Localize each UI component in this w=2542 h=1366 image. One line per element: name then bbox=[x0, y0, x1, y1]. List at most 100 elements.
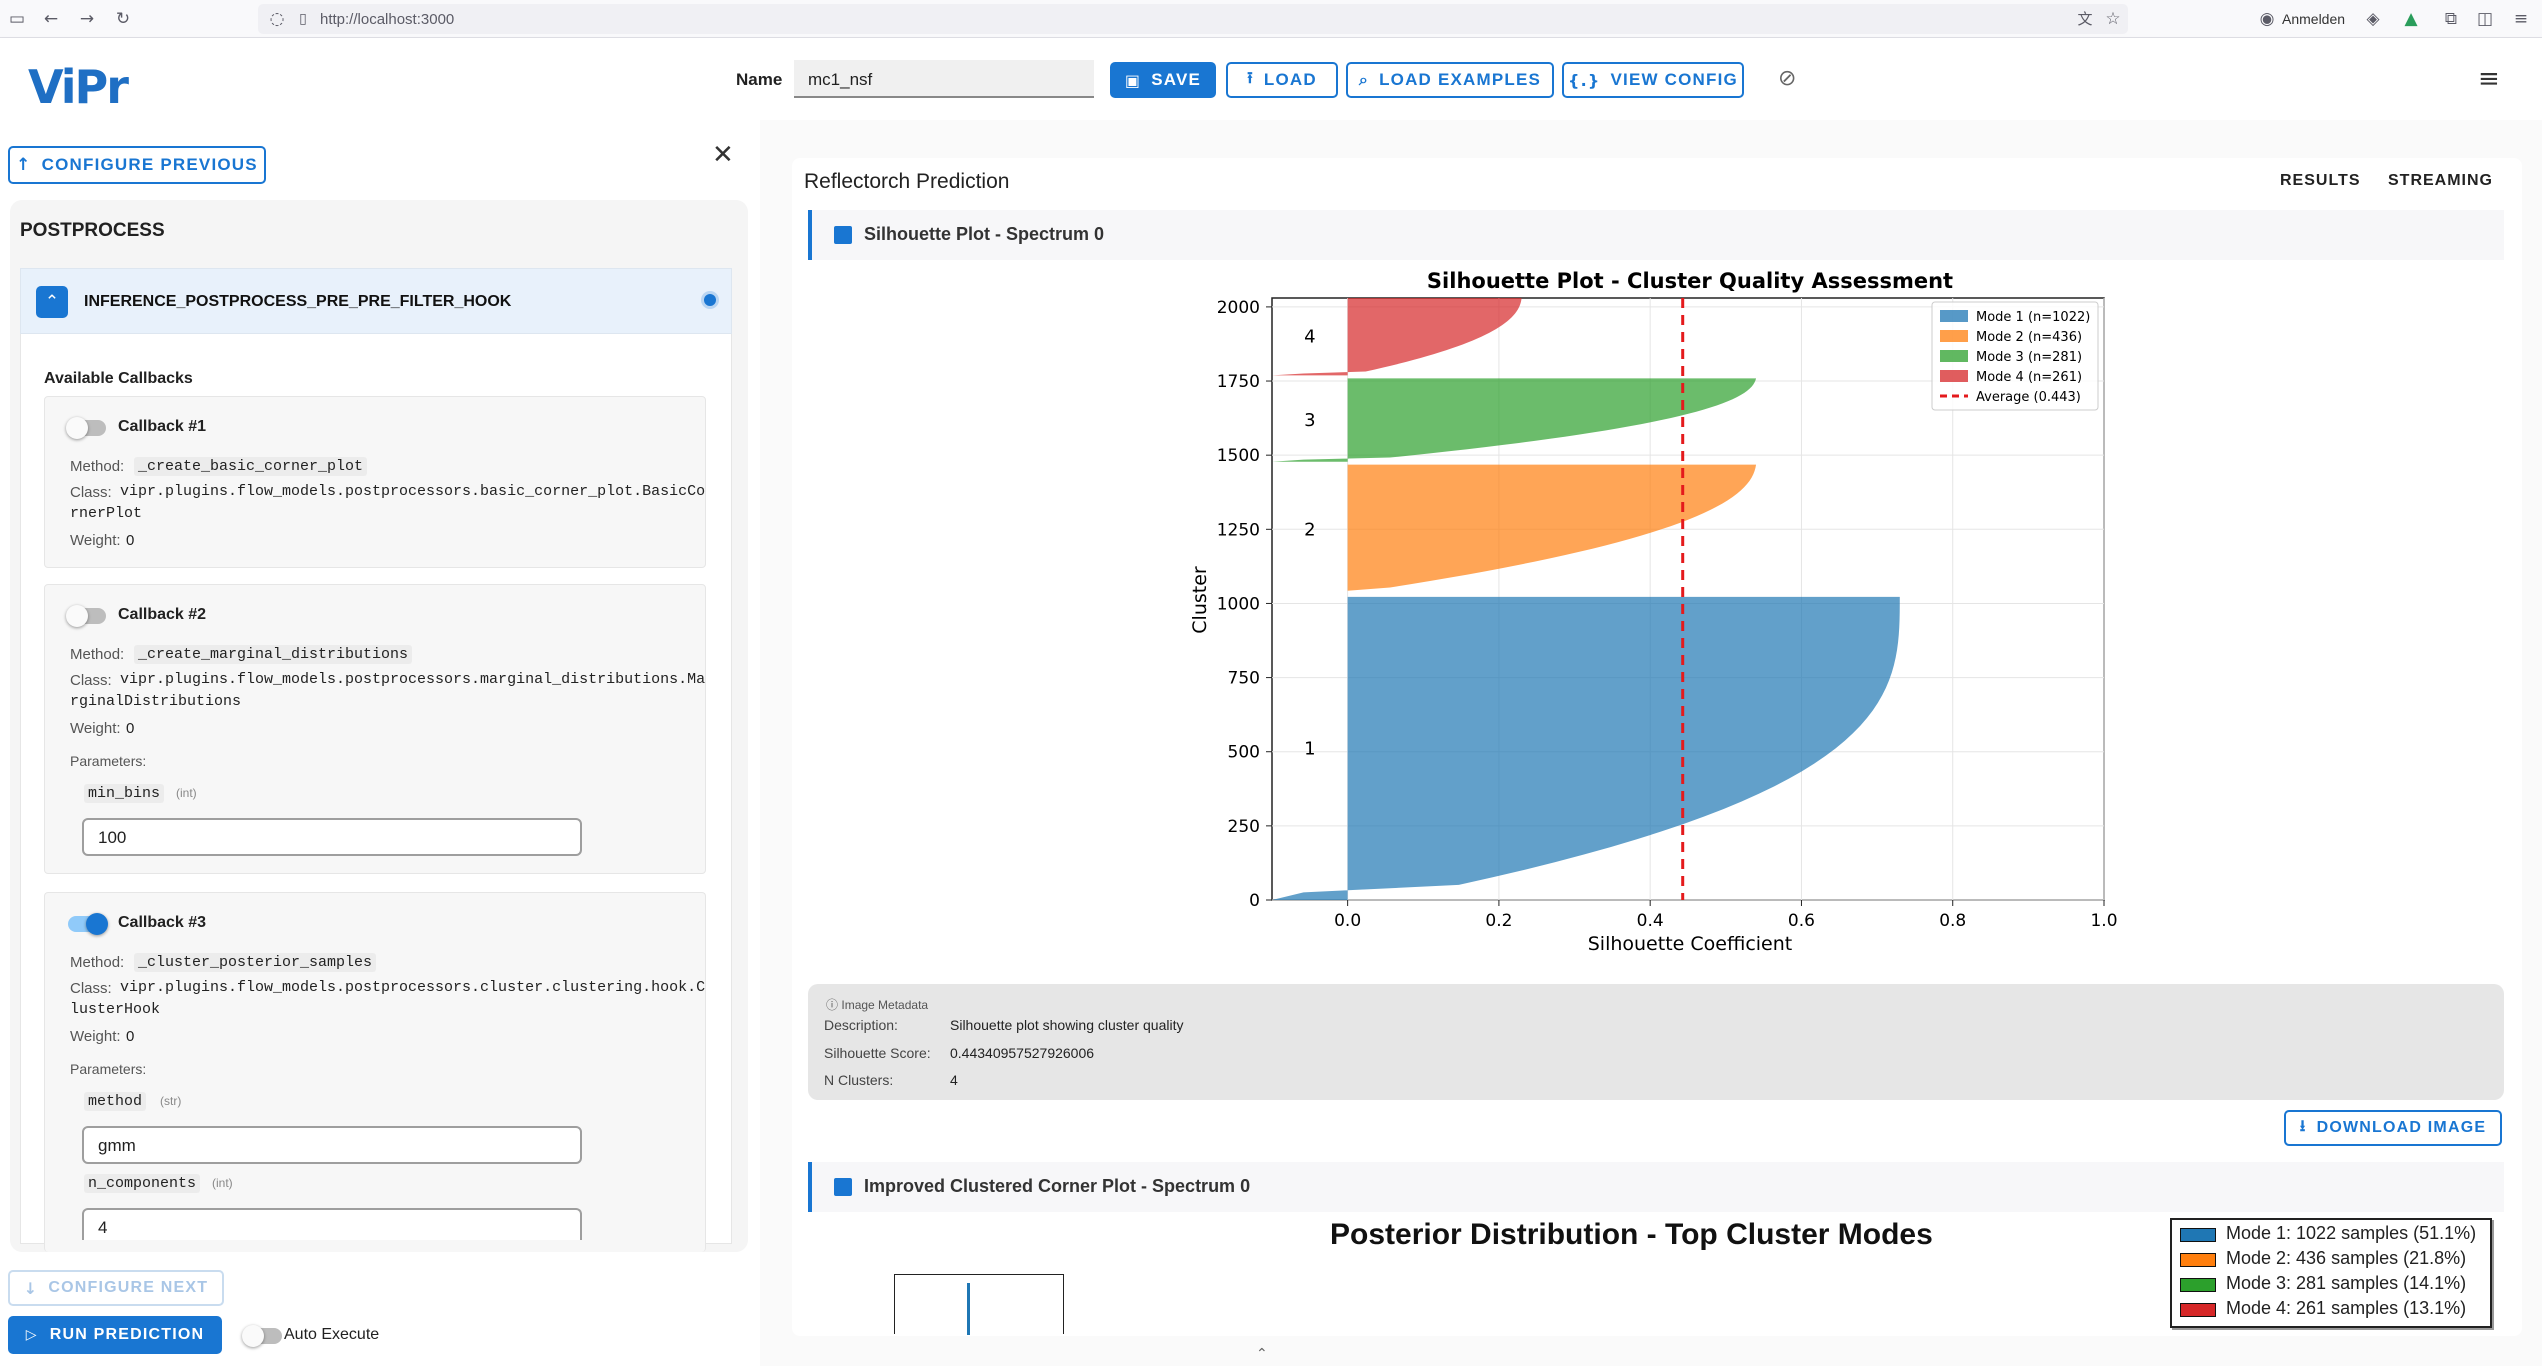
scroll-up-icon[interactable]: ⌃ bbox=[1256, 1346, 1268, 1362]
run-prediction-button[interactable]: ▷ RUN PREDICTION bbox=[8, 1316, 222, 1354]
tab-results[interactable]: RESULTS bbox=[2280, 172, 2361, 189]
info-icon: ⓘ bbox=[826, 998, 839, 1012]
view-config-button[interactable]: {.} VIEW CONFIG bbox=[1562, 62, 1744, 98]
callback-2-method-label: Method: bbox=[70, 646, 125, 663]
cluster-label-1: 1 bbox=[1304, 738, 1315, 759]
callback-3-toggle[interactable] bbox=[68, 913, 108, 935]
callback-2-weight-label: Weight: bbox=[70, 720, 121, 737]
metadata-header-text: Image Metadata bbox=[841, 998, 929, 1012]
param-min-bins-name: min_bins bbox=[84, 784, 165, 803]
download-image-button[interactable]: ⭳ DOWNLOAD IMAGE bbox=[2284, 1110, 2502, 1146]
x-tick-label: 0.4 bbox=[1637, 911, 1664, 931]
x-axis-label: Silhouette Coefficient bbox=[1588, 933, 1793, 955]
configure-next-button[interactable]: ↓ CONFIGURE NEXT bbox=[8, 1270, 224, 1306]
configure-next-label: CONFIGURE NEXT bbox=[48, 1279, 209, 1296]
hamburger-menu-icon[interactable]: ≡ bbox=[2478, 64, 2500, 94]
close-icon[interactable]: ✕ bbox=[712, 140, 734, 170]
y-tick-label: 1500 bbox=[1217, 446, 1260, 466]
callback-1-method: _create_basic_corner_plot bbox=[134, 457, 368, 476]
forward-icon[interactable]: → bbox=[79, 9, 95, 29]
param-min-bins-input[interactable]: 100 bbox=[82, 818, 582, 856]
sidebar-icon[interactable]: ◫ bbox=[2476, 9, 2494, 29]
callback-card-1 bbox=[44, 396, 706, 568]
cluster-label-4: 4 bbox=[1304, 327, 1315, 348]
save-label: SAVE bbox=[1151, 70, 1202, 89]
corner-legend-item-2: Mode 2: 436 samples (21.8%) bbox=[2226, 1248, 2467, 1268]
arrow-down-icon: ↓ bbox=[23, 1278, 39, 1298]
callback-1-toggle[interactable] bbox=[66, 417, 106, 439]
silhouette-section-header[interactable]: Silhouette Plot - Spectrum 0 bbox=[808, 210, 2504, 260]
y-tick-label: 1750 bbox=[1217, 372, 1260, 392]
corner-legend-item-1: Mode 1: 1022 samples (51.1%) bbox=[2226, 1223, 2477, 1243]
image-metadata-box bbox=[808, 984, 2504, 1100]
param-method-type: (str) bbox=[160, 1094, 182, 1108]
corner-legend-item-3: Mode 3: 281 samples (14.1%) bbox=[2226, 1273, 2467, 1293]
address-bar[interactable] bbox=[258, 4, 2128, 34]
callback-3-weight: 0 bbox=[126, 1028, 135, 1045]
callback-1-weight: 0 bbox=[126, 532, 135, 549]
metadata-n-label: N Clusters: bbox=[824, 1072, 894, 1088]
metadata-desc: Silhouette plot showing cluster quality bbox=[950, 1017, 1184, 1033]
back-icon[interactable]: ← bbox=[43, 9, 59, 29]
param-n-components-input[interactable]: 4 bbox=[82, 1208, 582, 1240]
vipr-logo: ViPr bbox=[28, 60, 129, 114]
param-method-input[interactable]: gmm bbox=[82, 1126, 582, 1164]
load-button[interactable]: ⭱ LOAD bbox=[1226, 62, 1338, 98]
callback-2-params-label: Parameters: bbox=[70, 753, 147, 769]
image-icon bbox=[834, 226, 852, 244]
callback-2-toggle[interactable] bbox=[66, 605, 106, 627]
tab-overview-icon[interactable]: ▭ bbox=[8, 9, 26, 29]
configure-previous-button[interactable]: ↑ CONFIGURE PREVIOUS bbox=[8, 146, 266, 184]
cluster-label-3: 3 bbox=[1304, 410, 1315, 431]
callback-3-class-line2: lusterHook bbox=[70, 1001, 161, 1018]
extension-icon[interactable]: ◈ bbox=[2366, 9, 2380, 29]
metadata-header: ⓘ Image Metadata bbox=[826, 996, 928, 1013]
puzzle-icon[interactable]: ⧉ bbox=[2444, 9, 2458, 29]
corner-section-title: Improved Clustered Corner Plot - Spectru… bbox=[864, 1176, 1251, 1196]
legend-swatch-mode-3 bbox=[1940, 350, 1968, 362]
view-config-label: VIEW CONFIG bbox=[1610, 70, 1738, 89]
browser-menu-icon[interactable]: ≡ bbox=[2513, 9, 2529, 29]
bookmark-star-icon[interactable]: ☆ bbox=[2105, 9, 2121, 29]
tracking-shield-icon[interactable]: ◌ bbox=[269, 9, 285, 29]
silhouette-area-mode-2 bbox=[1347, 464, 1757, 594]
legend-label-mode-3: Mode 3 (n=281) bbox=[1976, 350, 2082, 365]
callback-3-method: _cluster_posterior_samples bbox=[134, 953, 377, 972]
callback-1-weight-label: Weight: bbox=[70, 532, 121, 549]
callback-2-class-line1: vipr.plugins.flow_models.postprocessors.… bbox=[120, 671, 706, 688]
hook-active-dot bbox=[704, 294, 716, 306]
metadata-score-label: Silhouette Score: bbox=[824, 1045, 931, 1061]
tab-streaming[interactable]: STREAMING bbox=[2388, 172, 2493, 189]
y-tick-label: 250 bbox=[1228, 817, 1260, 837]
name-input[interactable]: mc1_nsf bbox=[794, 60, 1094, 98]
callback-1-class-label: Class: bbox=[70, 484, 112, 501]
corner-section-header[interactable]: Improved Clustered Corner Plot - Spectru… bbox=[808, 1162, 2504, 1212]
corner-legend: Mode 1: 1022 samples (51.1%) Mode 2: 436… bbox=[2170, 1218, 2492, 1328]
metadata-n: 4 bbox=[950, 1072, 958, 1088]
legend-label-average: Average (0.443) bbox=[1976, 390, 2081, 405]
vue-devtools-icon[interactable]: ▲ bbox=[2404, 9, 2418, 29]
save-button[interactable]: ▣ SAVE bbox=[1110, 62, 1216, 98]
load-examples-button[interactable]: ⌕ LOAD EXAMPLES bbox=[1346, 62, 1554, 98]
translate-icon[interactable]: 文 bbox=[2077, 10, 2093, 28]
silhouette-chart: Silhouette Plot - Cluster Quality Assess… bbox=[1189, 269, 2118, 955]
name-label: Name bbox=[736, 70, 783, 89]
auto-execute-toggle[interactable] bbox=[242, 1325, 282, 1347]
play-icon: ▷ bbox=[25, 1327, 38, 1343]
image-icon-2 bbox=[834, 1178, 852, 1196]
reload-icon[interactable]: ↻ bbox=[115, 9, 131, 29]
account-icon[interactable]: ◉ bbox=[2259, 9, 2275, 29]
collapse-icon[interactable]: ⌃ bbox=[36, 286, 68, 318]
y-axis-label: Cluster bbox=[1189, 566, 1211, 634]
hook-accordion-header[interactable] bbox=[20, 268, 732, 334]
silhouette-area-mode-4 bbox=[1272, 298, 1522, 376]
legend-label-mode-1: Mode 1 (n=1022) bbox=[1976, 310, 2090, 325]
prediction-title: Reflectorch Prediction bbox=[804, 170, 1010, 193]
silhouette-section-title: Silhouette Plot - Spectrum 0 bbox=[864, 224, 1105, 244]
callback-3-method-label: Method: bbox=[70, 954, 125, 971]
signin-label[interactable]: Anmelden bbox=[2282, 11, 2346, 27]
y-tick-label: 1000 bbox=[1217, 594, 1260, 614]
corner-histogram-bar bbox=[967, 1283, 970, 1335]
connection-off-icon[interactable]: ⊘ bbox=[1778, 66, 1797, 91]
url-text[interactable]: http://localhost:3000 bbox=[320, 11, 455, 28]
